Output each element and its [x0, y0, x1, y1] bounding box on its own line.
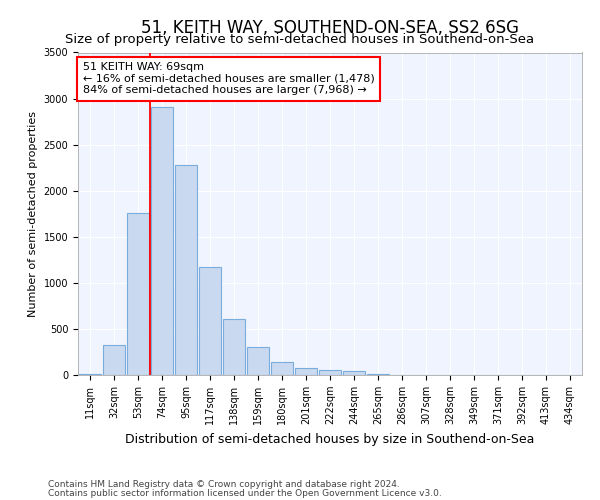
- Text: 51 KEITH WAY: 69sqm
← 16% of semi-detached houses are smaller (1,478)
84% of sem: 51 KEITH WAY: 69sqm ← 16% of semi-detach…: [83, 62, 375, 96]
- Text: Contains public sector information licensed under the Open Government Licence v3: Contains public sector information licen…: [48, 489, 442, 498]
- X-axis label: Distribution of semi-detached houses by size in Southend-on-Sea: Distribution of semi-detached houses by …: [125, 432, 535, 446]
- Text: Size of property relative to semi-detached houses in Southend-on-Sea: Size of property relative to semi-detach…: [65, 32, 535, 46]
- Bar: [271, 362, 293, 375]
- Bar: [199, 267, 221, 375]
- Bar: [295, 368, 317, 375]
- Text: Contains HM Land Registry data © Crown copyright and database right 2024.: Contains HM Land Registry data © Crown c…: [48, 480, 400, 489]
- Bar: [127, 213, 149, 375]
- Title: 51, KEITH WAY, SOUTHEND-ON-SEA, SS2 6SG: 51, KEITH WAY, SOUTHEND-ON-SEA, SS2 6SG: [141, 19, 519, 37]
- Bar: [319, 370, 341, 375]
- Bar: [151, 107, 173, 375]
- Bar: [223, 319, 245, 375]
- Bar: [247, 347, 269, 375]
- Bar: [343, 371, 365, 375]
- Bar: [367, 374, 389, 375]
- Y-axis label: Number of semi-detached properties: Number of semi-detached properties: [28, 111, 38, 317]
- Bar: [79, 374, 101, 375]
- Bar: [103, 344, 125, 375]
- Bar: [175, 165, 197, 375]
